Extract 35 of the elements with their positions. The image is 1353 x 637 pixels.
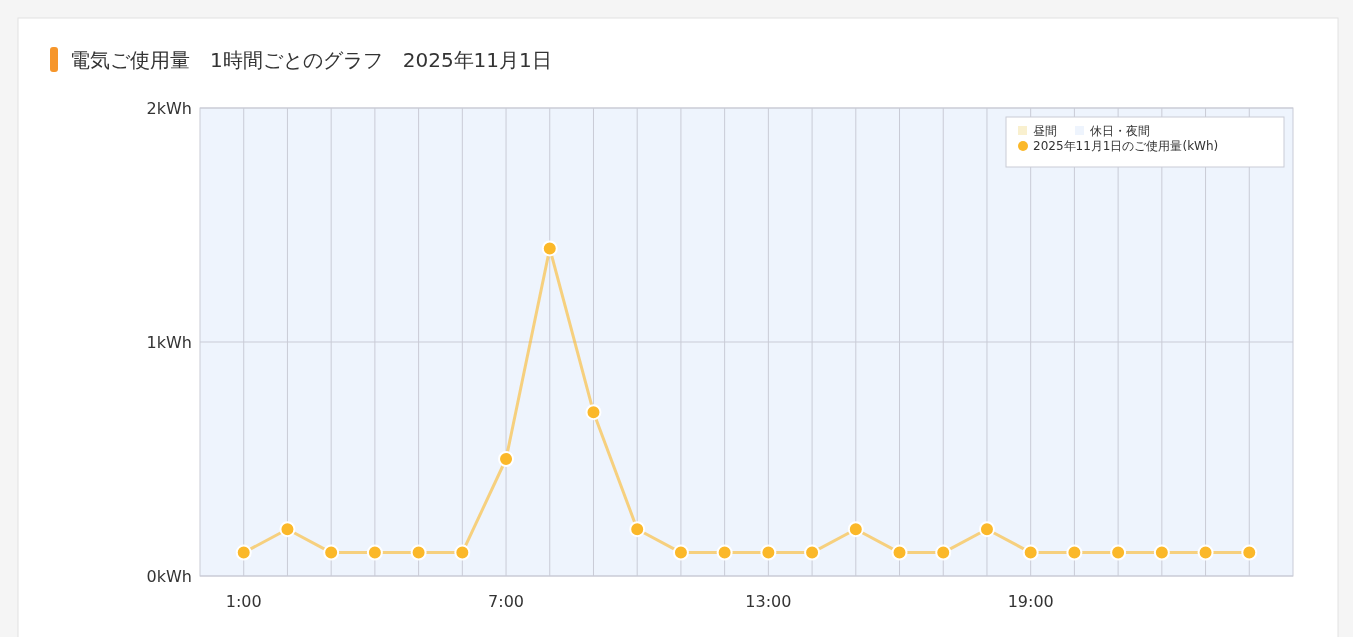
point bbox=[279, 521, 296, 538]
point bbox=[1022, 544, 1039, 561]
y-tick-label: 2kWh bbox=[146, 99, 192, 118]
point bbox=[366, 544, 383, 561]
point bbox=[804, 544, 821, 561]
point bbox=[1066, 544, 1083, 561]
y-tick-label: 1kWh bbox=[146, 333, 192, 352]
band-label: 休日・夜間 bbox=[1090, 124, 1150, 138]
point bbox=[629, 521, 646, 538]
x-tick-label: 19:00 bbox=[1007, 592, 1054, 611]
point bbox=[716, 544, 733, 561]
x-tick-label: 7:00 bbox=[488, 592, 525, 611]
point bbox=[235, 544, 252, 561]
point bbox=[935, 544, 952, 561]
point bbox=[541, 240, 558, 257]
x-tick-label: 1:00 bbox=[225, 592, 262, 611]
point bbox=[891, 544, 908, 561]
legend-label: 2025年11月1日のご使用量(kWh) bbox=[1033, 139, 1219, 153]
point bbox=[1110, 544, 1127, 561]
chart-title: 電気ご使用量 1時間ごとのグラフ 2025年11月1日 bbox=[70, 48, 552, 72]
point bbox=[323, 544, 340, 561]
point bbox=[410, 544, 427, 561]
point bbox=[978, 521, 995, 538]
point bbox=[1241, 544, 1258, 561]
point bbox=[672, 544, 689, 561]
point bbox=[454, 544, 471, 561]
point bbox=[760, 544, 777, 561]
point bbox=[1153, 544, 1170, 561]
annotation: 昼間 bbox=[1033, 124, 1057, 138]
y-tick-label: 0kWh bbox=[146, 567, 192, 586]
point bbox=[498, 451, 515, 467]
point bbox=[585, 404, 602, 421]
point bbox=[1197, 544, 1214, 561]
point bbox=[847, 521, 864, 538]
x-tick-label: 13:00 bbox=[745, 592, 792, 611]
